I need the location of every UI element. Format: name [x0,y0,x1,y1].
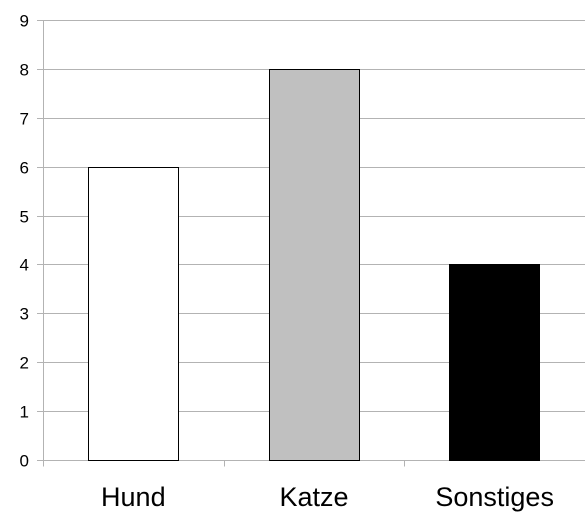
y-tick-label: 5 [20,208,29,227]
bar-sonstiges [449,264,540,461]
y-tick-label: 4 [20,256,29,275]
y-tick-label: 9 [20,12,29,31]
category-labels: Hund Katze Sonstiges [101,482,554,512]
category-label: Sonstiges [435,482,554,512]
bar-katze [269,69,360,461]
y-tick-label: 0 [20,452,29,471]
category-label: Hund [101,482,166,512]
bar-hund [88,167,179,461]
y-tick-label: 6 [20,159,29,178]
y-tick-label: 3 [20,305,29,324]
bars [88,69,540,461]
y-tick-label: 7 [20,110,29,129]
y-tick-labels: 0 1 2 3 4 5 6 7 8 9 [20,12,29,471]
y-tick-label: 8 [20,61,29,80]
y-tick-label: 1 [20,403,29,422]
y-tick-label: 2 [20,354,29,373]
category-label: Katze [279,482,348,512]
